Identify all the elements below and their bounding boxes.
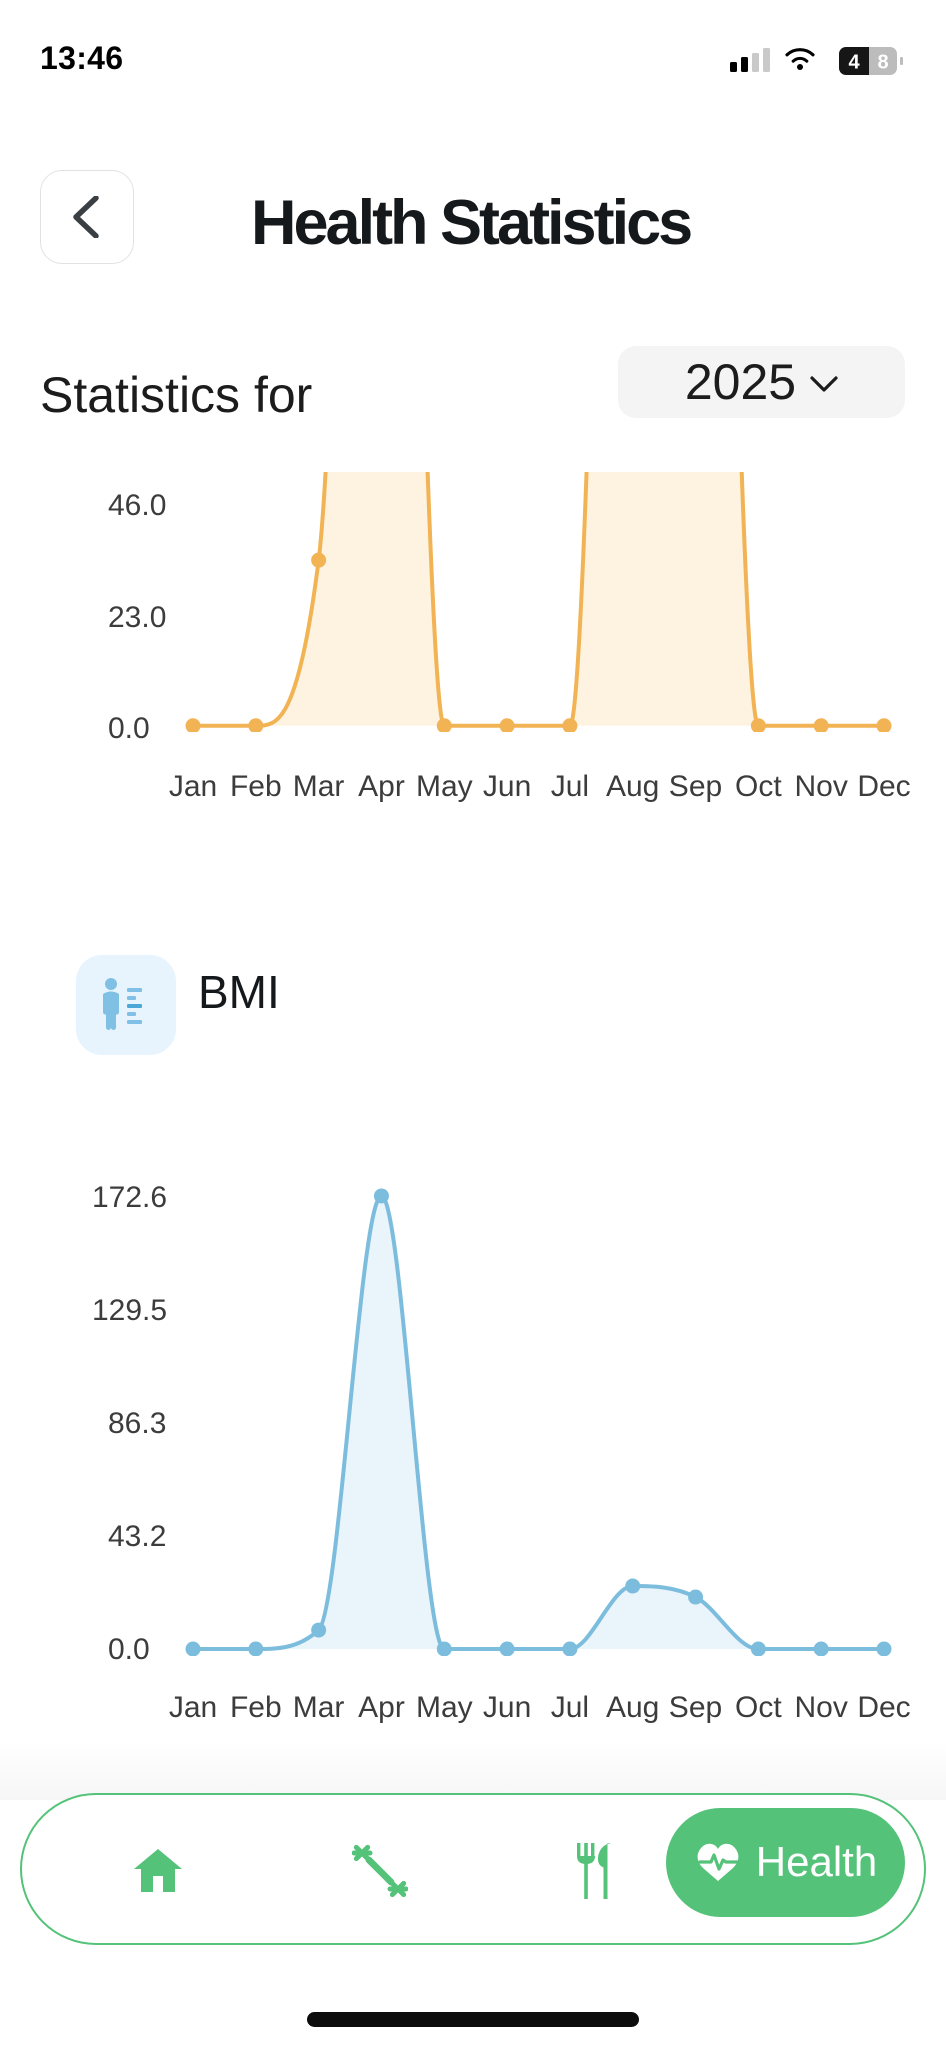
svg-text:4: 4 (848, 52, 860, 74)
svg-text:8: 8 (877, 52, 888, 74)
